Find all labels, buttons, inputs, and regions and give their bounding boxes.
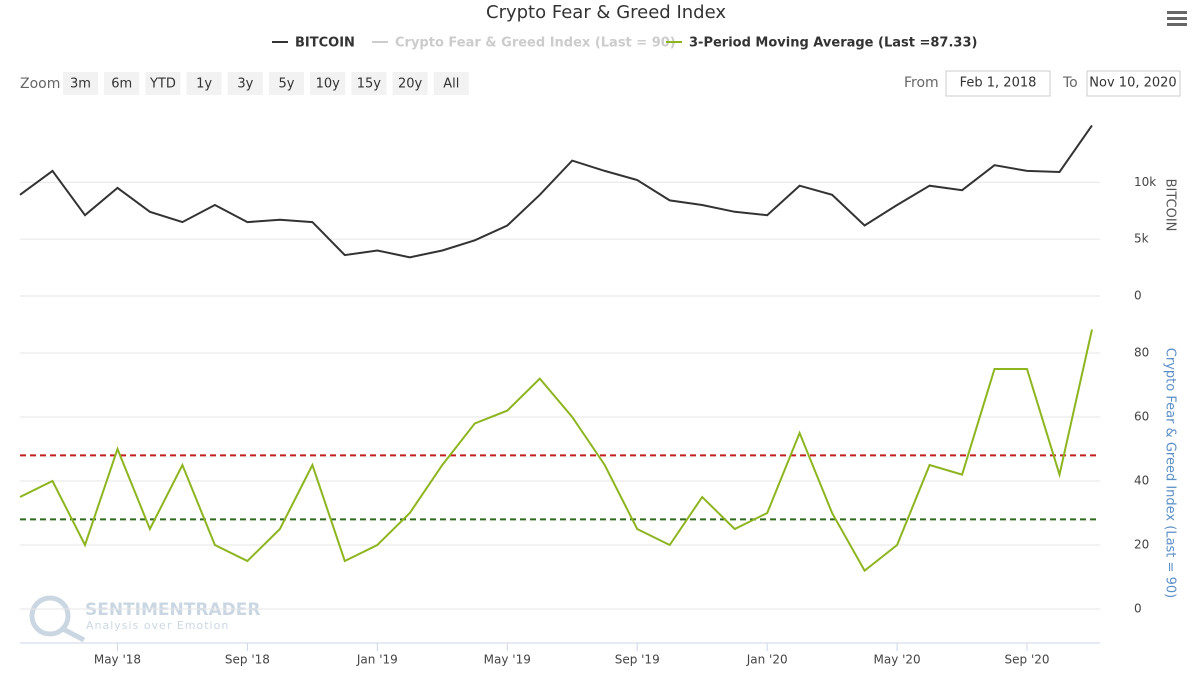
zoom-button-label: 10y	[316, 77, 341, 92]
x-tick-label: May '19	[484, 653, 531, 667]
zoom-button-label: All	[443, 77, 459, 92]
chart-title: Crypto Fear & Greed Index	[486, 2, 726, 23]
to-value: Nov 10, 2020	[1089, 76, 1176, 91]
zoom-button-label: 1y	[196, 77, 212, 92]
menu-button[interactable]	[1167, 11, 1187, 26]
to-input[interactable]	[1086, 70, 1181, 97]
zoom-label: Zoom	[20, 76, 60, 92]
legend-label[interactable]: Crypto Fear & Greed Index (Last = 90)	[395, 36, 676, 51]
zoom-button[interactable]	[310, 72, 346, 95]
x-tick-label: Jan '19	[356, 653, 398, 667]
zoom-button[interactable]	[227, 72, 263, 95]
y-tick-label: 10k	[1134, 175, 1156, 189]
line-series	[19, 329, 1093, 573]
x-tick-label: Jan '20	[746, 653, 788, 667]
y-axis-title: BITCOIN	[1163, 179, 1178, 232]
from-input[interactable]	[945, 70, 1051, 97]
from-label: From	[904, 75, 939, 91]
x-tick-label: May '20	[873, 653, 920, 667]
zoom-button[interactable]	[145, 72, 181, 95]
y-tick-label: 5k	[1134, 232, 1149, 246]
legend-label[interactable]: 3-Period Moving Average (Last =87.33)	[689, 36, 977, 51]
zoom-button-label: 6m	[111, 77, 132, 92]
zoom-button-label: 3y	[237, 77, 253, 92]
from-value: Feb 1, 2018	[960, 76, 1037, 91]
watermark-name: SENTIMENTRADER	[85, 600, 260, 620]
zoom-button-label: 5y	[279, 77, 295, 92]
y-tick-label: 0	[1134, 602, 1142, 616]
y-tick-label: 60	[1134, 410, 1149, 424]
zoom-button[interactable]	[269, 72, 304, 95]
zoom-button[interactable]	[392, 72, 428, 95]
y-axis-title: Crypto Fear & Greed Index (Last = 90)	[1163, 348, 1178, 598]
zoom-button[interactable]	[63, 72, 98, 95]
zoom-button-label: 15y	[357, 77, 382, 92]
zoom-button[interactable]	[351, 72, 387, 95]
x-tick-label: Sep '18	[225, 653, 270, 667]
zoom-button[interactable]	[104, 72, 140, 95]
x-tick-label: May '18	[94, 653, 141, 667]
x-tick-label: Sep '19	[615, 653, 660, 667]
y-tick-label: 80	[1134, 346, 1149, 360]
line-series	[19, 124, 1093, 259]
watermark: SENTIMENTRADER Analysis over Emotion	[29, 595, 260, 643]
watermark-tagline: Analysis over Emotion	[86, 619, 229, 632]
y-tick-label: 20	[1134, 538, 1149, 552]
to-label: To	[1062, 75, 1078, 91]
zoom-button-label: YTD	[149, 77, 176, 92]
y-tick-label: 0	[1134, 289, 1142, 303]
zoom-button[interactable]	[186, 72, 222, 95]
zoom-button-label: 3m	[70, 77, 91, 92]
zoom-button[interactable]	[433, 72, 469, 95]
y-tick-label: 40	[1134, 474, 1149, 488]
x-tick-label: Sep '20	[1005, 653, 1050, 667]
legend-label[interactable]: BITCOIN	[295, 36, 355, 51]
zoom-button-label: 20y	[398, 77, 423, 92]
